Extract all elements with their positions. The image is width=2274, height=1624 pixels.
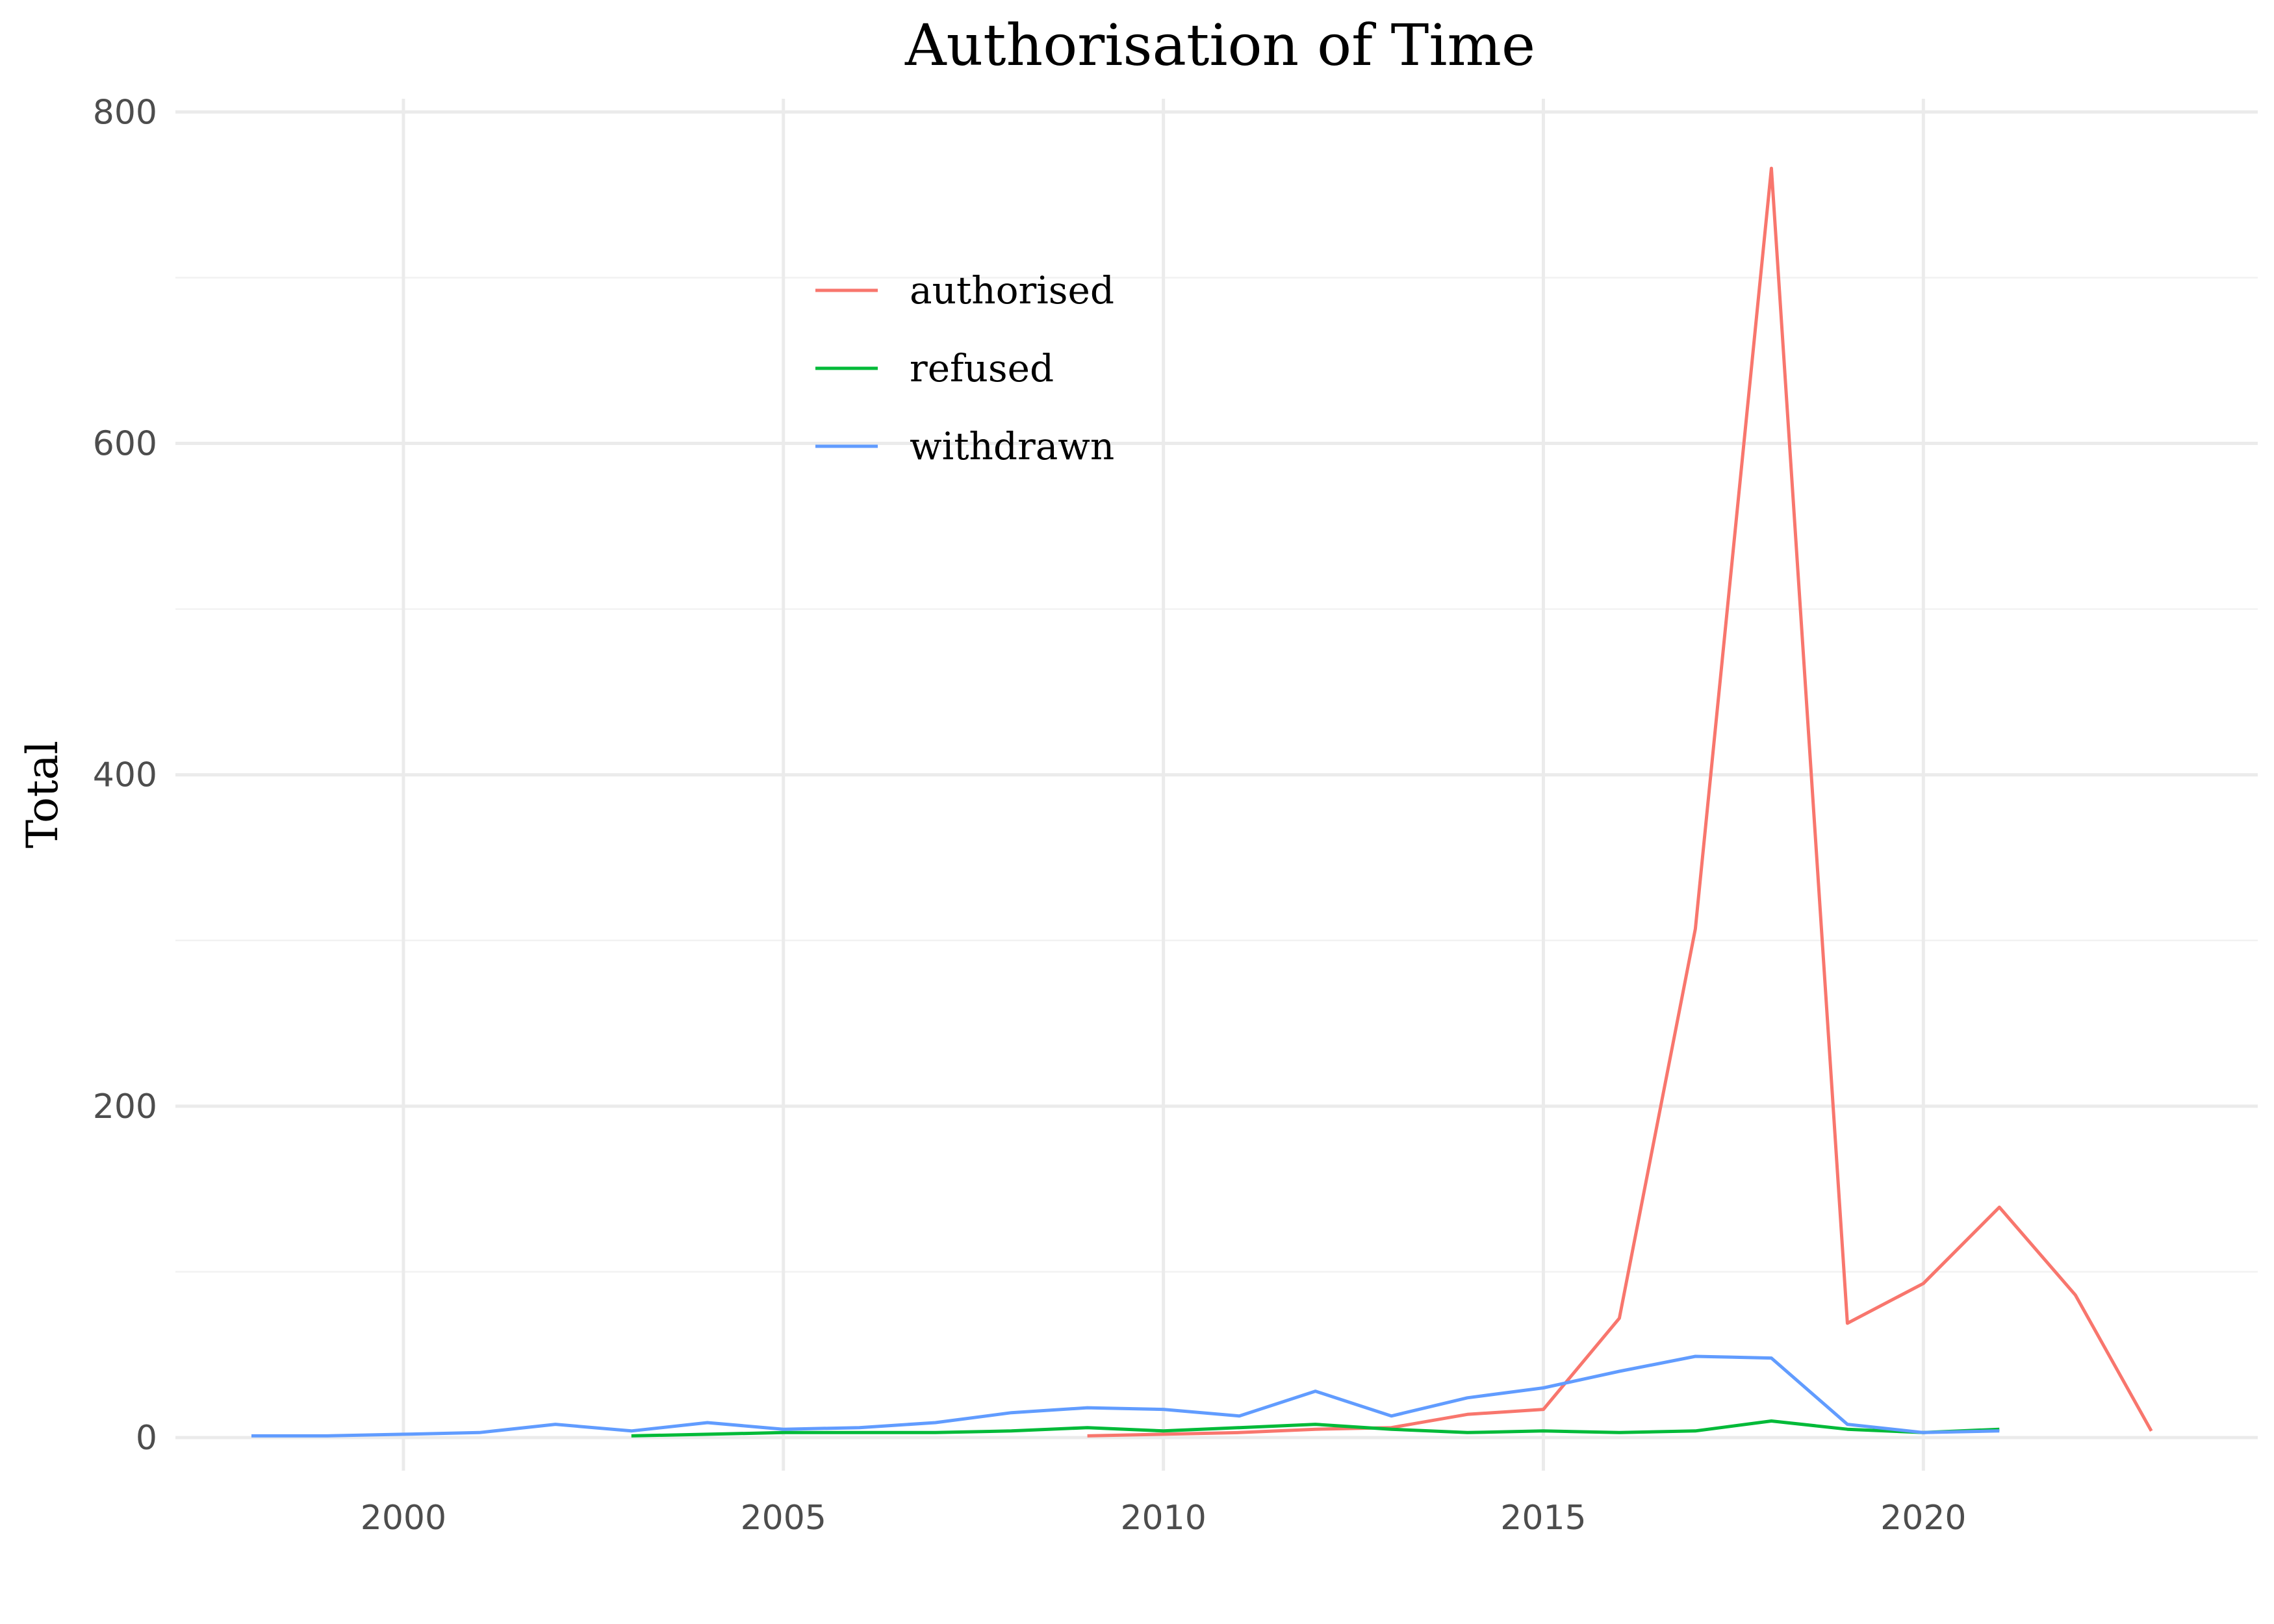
chart-title: Authorisation of Time (904, 12, 1535, 79)
series-line-refused (631, 1419, 2000, 1438)
y-tick-label: 600 (93, 425, 157, 464)
legend-label: withdrawn (910, 424, 1114, 468)
legend: authorised refused withdrawn (815, 268, 1114, 468)
y-axis-title: Total (18, 741, 68, 848)
series-line-withdrawn (251, 1354, 2000, 1438)
plot-lines (251, 166, 2153, 1438)
y-tick-label: 0 (136, 1419, 157, 1458)
legend-label: refused (910, 346, 1054, 390)
grid (175, 99, 2258, 1471)
series-line-authorised (1087, 166, 2153, 1438)
y-tick-label: 800 (93, 93, 157, 132)
legend-label: authorised (910, 268, 1114, 312)
axes: 0 200 400 600 800 2000 2005 2010 2015 2020 (93, 93, 1967, 1538)
x-tick-label: 2015 (1500, 1499, 1586, 1538)
x-tick-label: 2020 (1880, 1499, 1966, 1538)
x-tick-label: 2005 (741, 1499, 826, 1538)
x-tick-label: 2000 (361, 1499, 446, 1538)
x-tick-label: 2010 (1120, 1499, 1206, 1538)
y-tick-label: 400 (93, 756, 157, 795)
y-tick-label: 200 (93, 1087, 157, 1126)
